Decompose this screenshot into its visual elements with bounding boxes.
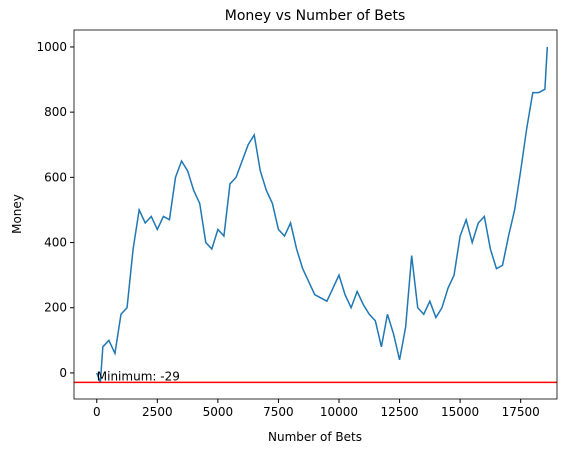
chart-title: Money vs Number of Bets xyxy=(225,8,406,24)
plot-frame xyxy=(73,29,558,400)
y-tick-label: 0 xyxy=(59,366,67,380)
y-tick-label: 800 xyxy=(44,105,67,119)
y-tick-label: 1000 xyxy=(36,40,67,54)
y-axis-label: Money xyxy=(10,194,24,234)
x-tick-label: 15000 xyxy=(441,405,479,419)
y-tick-label: 400 xyxy=(44,236,67,250)
x-tick-label: 17500 xyxy=(502,405,540,419)
x-tick-label: 7500 xyxy=(263,405,294,419)
y-tick-label: 600 xyxy=(44,170,67,184)
y-tick-label: 200 xyxy=(44,301,67,315)
x-tick-label: 0 xyxy=(93,405,101,419)
x-axis-label: Number of Bets xyxy=(268,430,362,444)
line-series xyxy=(96,46,549,383)
x-tick-label: 12500 xyxy=(380,405,418,419)
annotation: Minimum: -29 xyxy=(97,369,180,383)
x-tick-label: 2500 xyxy=(142,405,173,419)
x-tick-label: 5000 xyxy=(203,405,234,419)
x-tick-label: 10000 xyxy=(320,405,358,419)
